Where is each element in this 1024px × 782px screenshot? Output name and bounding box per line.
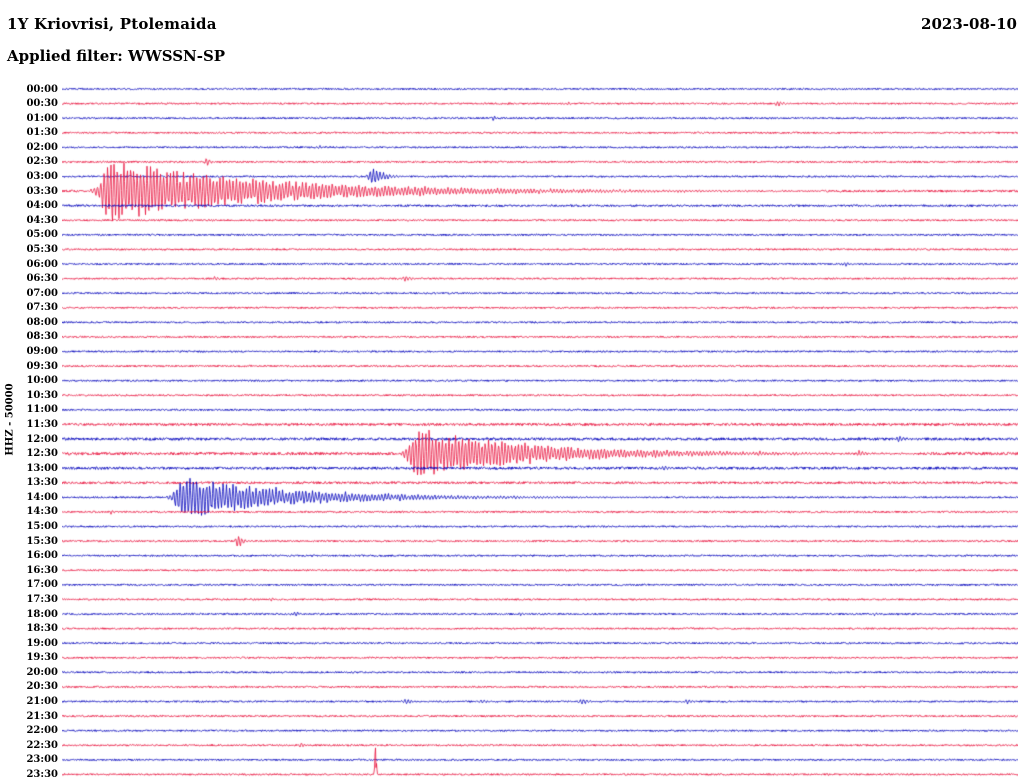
time-label: 06:30 — [26, 273, 58, 285]
time-label: 22:00 — [26, 725, 58, 737]
time-label: 11:00 — [26, 404, 58, 416]
time-label: 07:00 — [26, 287, 58, 299]
station-title: 1Y Kriovrisi, Ptolemaida — [7, 15, 217, 33]
time-label: 14:30 — [26, 506, 58, 518]
time-label: 12:30 — [26, 448, 58, 460]
time-label: 13:00 — [26, 462, 58, 474]
time-label: 23:30 — [26, 768, 58, 780]
time-label: 20:30 — [26, 681, 58, 693]
time-label: 12:00 — [26, 433, 58, 445]
time-label: 11:30 — [26, 418, 58, 430]
time-label: 01:00 — [26, 112, 58, 124]
time-label: 00:30 — [26, 98, 58, 110]
time-label: 21:30 — [26, 710, 58, 722]
seismogram-canvas — [62, 82, 1018, 782]
time-label: 19:00 — [26, 637, 58, 649]
time-label: 15:00 — [26, 521, 58, 532]
time-label: 05:30 — [26, 243, 58, 255]
time-label: 02:00 — [26, 141, 58, 153]
time-label: 03:00 — [26, 171, 58, 182]
time-label: 04:00 — [26, 200, 58, 212]
time-label: 08:00 — [26, 316, 58, 328]
time-label: 00:00 — [26, 83, 58, 95]
time-label: 21:00 — [26, 696, 58, 707]
time-label: 03:30 — [26, 185, 58, 197]
time-label: 18:00 — [26, 608, 58, 620]
time-label: 05:00 — [26, 229, 58, 241]
time-label: 02:30 — [26, 156, 58, 168]
time-label: 08:30 — [26, 331, 58, 343]
time-label: 07:30 — [26, 302, 58, 314]
time-label: 16:00 — [26, 550, 58, 562]
time-label: 06:00 — [26, 258, 58, 270]
filter-label: Applied filter: WWSSN-SP — [7, 47, 226, 65]
time-label: 17:00 — [26, 579, 58, 591]
time-label: 23:00 — [26, 754, 58, 766]
time-label: 04:30 — [26, 214, 58, 226]
time-label: 01:30 — [26, 127, 58, 139]
channel-scale-label: HHZ - 50000 — [4, 383, 16, 456]
time-label: 15:30 — [26, 535, 58, 547]
date-label: 2023-08-10 — [921, 15, 1017, 33]
time-label: 18:30 — [26, 623, 58, 635]
time-label: 17:30 — [26, 593, 58, 605]
time-label: 20:00 — [26, 666, 58, 678]
time-label: 22:30 — [26, 739, 58, 751]
time-label: 09:30 — [26, 360, 58, 372]
time-label: 14:00 — [26, 491, 58, 503]
time-label: 13:30 — [26, 477, 58, 489]
time-label: 10:30 — [26, 389, 58, 401]
time-label: 16:30 — [26, 564, 58, 576]
time-label: 09:00 — [26, 346, 58, 357]
time-axis: 00:00 00:30 01:00 01:30 02:00 02:30 03:00 03:30… — [24, 82, 58, 782]
time-label: 19:30 — [26, 652, 58, 664]
time-label: 10:00 — [26, 375, 58, 387]
